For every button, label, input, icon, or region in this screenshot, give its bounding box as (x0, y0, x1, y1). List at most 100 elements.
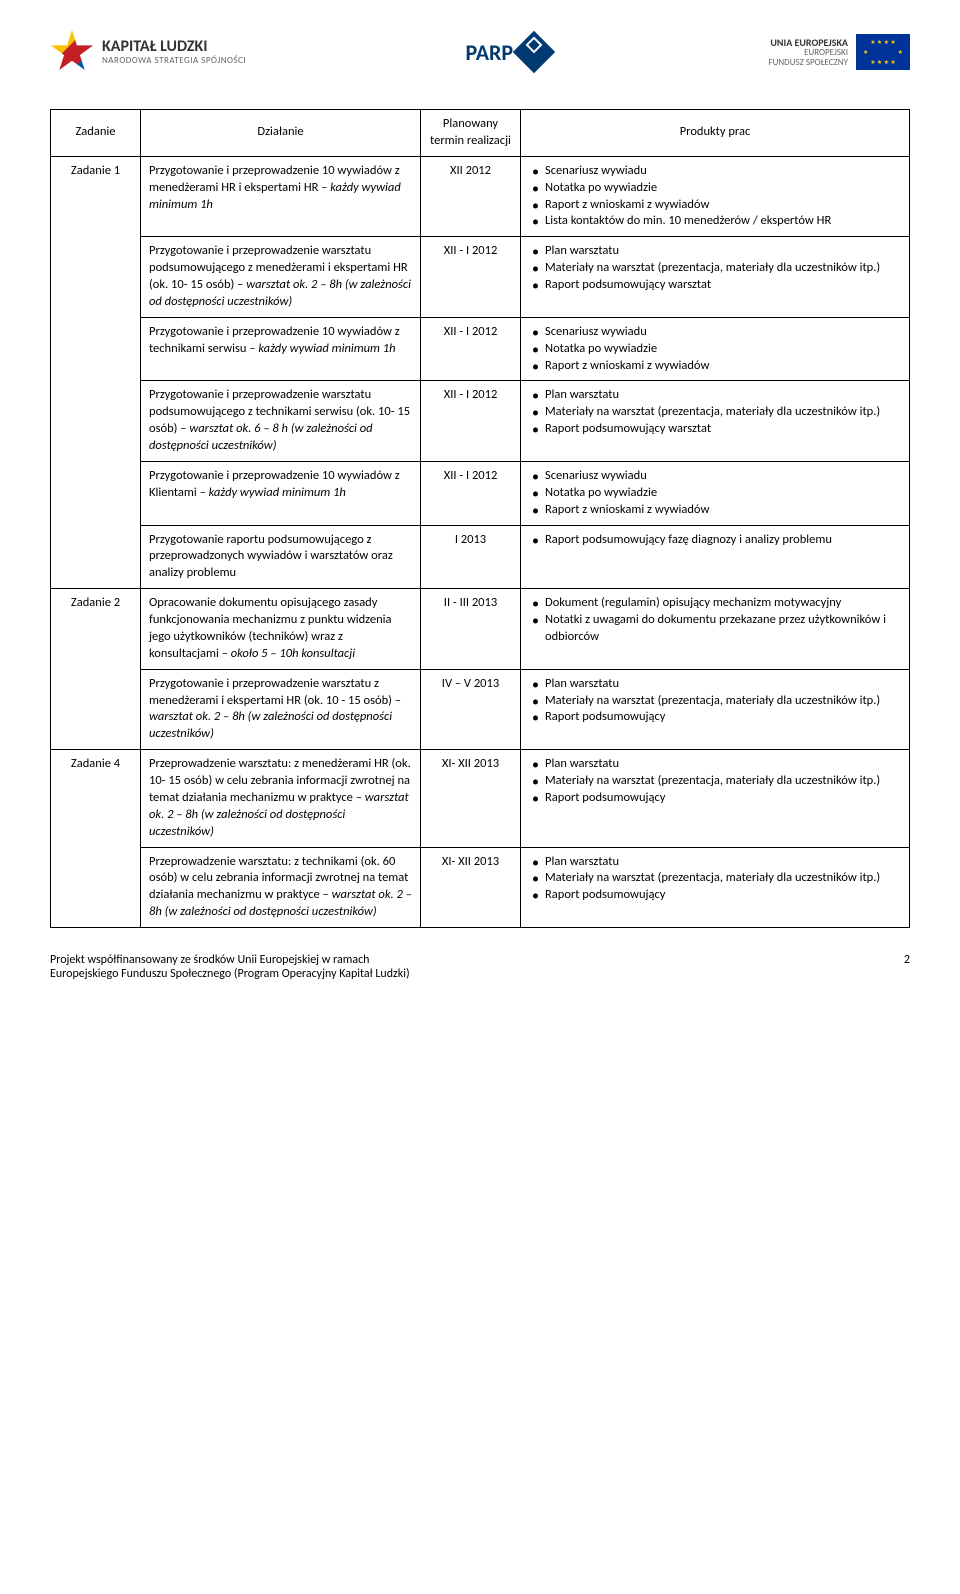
tasks-table: Zadanie Działanie Planowany termin reali… (50, 109, 910, 928)
list-item: Notatki z uwagami do dokumentu przekazan… (529, 612, 901, 646)
footer-line1: Projekt współfinansowany ze środków Unii… (50, 953, 369, 967)
prod-cell: Plan warsztatu Materiały na warsztat (pr… (521, 669, 910, 750)
table-row: Przeprowadzenie warsztatu: z technikami … (51, 847, 910, 928)
prod-cell: Raport podsumowujący fazę diagnozy i ana… (521, 525, 910, 589)
logo-parp: PARP (466, 37, 550, 67)
dzial-cell: Przygotowanie i przeprowadzenie 10 wywia… (141, 156, 421, 237)
termin-cell: XII 2012 (421, 156, 521, 237)
list-item: Scenariusz wywiadu (529, 163, 901, 180)
table-row: Przygotowanie i przeprowadzenie warsztat… (51, 669, 910, 750)
page-number: 2 (904, 953, 910, 981)
eu-flag-icon: ★★ (856, 34, 910, 70)
prod-cell: Scenariusz wywiadu Notatka po wywiadzie … (521, 461, 910, 525)
dzial-text: Przygotowanie i przeprowadzenie warsztat… (149, 676, 401, 708)
termin-cell: XII - I 2012 (421, 237, 521, 318)
table-row: Przygotowanie i przeprowadzenie 10 wywia… (51, 317, 910, 381)
logo-kapital-ludzki: KAPITAŁ LUDZKI NARODOWA STRATEGIA SPÓJNO… (50, 30, 246, 74)
list-item: Materiały na warsztat (prezentacja, mate… (529, 870, 901, 887)
logo-eu: UNIA EUROPEJSKA EUROPEJSKI FUNDUSZ SPOŁE… (768, 34, 910, 70)
termin-cell: I 2013 (421, 525, 521, 589)
list-item: Raport podsumowujący (529, 887, 901, 904)
termin-cell: XII - I 2012 (421, 381, 521, 462)
header-dzialanie: Działanie (141, 110, 421, 157)
list-item: Materiały na warsztat (prezentacja, mate… (529, 404, 901, 421)
zadanie-cell: Zadanie 4 (51, 750, 141, 928)
dzial-text: Przygotowanie i przeprowadzenie 10 wywia… (149, 163, 401, 212)
list-item: Plan warsztatu (529, 756, 901, 773)
termin-cell: XI- XII 2013 (421, 750, 521, 847)
dzial-cell: Przygotowanie raportu podsumowującego z … (141, 525, 421, 589)
eu-sub2: FUNDUSZ SPOŁECZNY (768, 58, 848, 68)
prod-cell: Scenariusz wywiadu Notatka po wywiadzie … (521, 317, 910, 381)
prod-cell: Scenariusz wywiadu Notatka po wywiadzie … (521, 156, 910, 237)
list-item: Scenariusz wywiadu (529, 468, 901, 485)
table-row: Przygotowanie i przeprowadzenie 10 wywia… (51, 461, 910, 525)
list-item: Raport podsumowujący warsztat (529, 277, 901, 294)
table-row: Zadanie 1 Przygotowanie i przeprowadzeni… (51, 156, 910, 237)
prod-cell: Plan warsztatu Materiały na warsztat (pr… (521, 750, 910, 847)
logo-left-sub: NARODOWA STRATEGIA SPÓJNOŚCI (102, 56, 246, 66)
list-item: Notatka po wywiadzie (529, 180, 901, 197)
dzial-italic: około 5 – 10h konsultacji (231, 646, 355, 661)
header-termin: Planowany termin realizacji (421, 110, 521, 157)
termin-cell: XII - I 2012 (421, 317, 521, 381)
dzial-text: Przygotowanie raportu podsumowującego z … (149, 532, 393, 581)
parp-icon (513, 31, 555, 73)
list-item: Raport z wnioskami z wywiadów (529, 197, 901, 214)
termin-cell: XI- XII 2013 (421, 847, 521, 928)
table-row: Zadanie 2 Opracowanie dokumentu opisując… (51, 589, 910, 670)
termin-cell: IV – V 2013 (421, 669, 521, 750)
table-row: Przygotowanie i przeprowadzenie warsztat… (51, 381, 910, 462)
table-row: Zadanie 4 Przeprowadzenie warsztatu: z m… (51, 750, 910, 847)
list-item: Plan warsztatu (529, 243, 901, 260)
list-item: Plan warsztatu (529, 854, 901, 871)
list-item: Materiały na warsztat (prezentacja, mate… (529, 260, 901, 277)
table-row: Przygotowanie i przeprowadzenie warsztat… (51, 237, 910, 318)
dzial-italic: każdy wywiad minimum 1h (209, 485, 346, 500)
dzial-cell: Przygotowanie i przeprowadzenie warsztat… (141, 237, 421, 318)
list-item: Raport z wnioskami z wywiadów (529, 358, 901, 375)
star-icon (50, 30, 94, 74)
list-item: Lista kontaktów do min. 10 menedżerów / … (529, 213, 901, 230)
list-item: Materiały na warsztat (prezentacja, mate… (529, 773, 901, 790)
logo-left-title: KAPITAŁ LUDZKI (102, 38, 246, 56)
list-item: Raport podsumowujący warsztat (529, 421, 901, 438)
list-item: Dokument (regulamin) opisujący mechanizm… (529, 595, 901, 612)
dzial-cell: Przygotowanie i przeprowadzenie 10 wywia… (141, 317, 421, 381)
prod-cell: Dokument (regulamin) opisujący mechanizm… (521, 589, 910, 670)
header-logos: KAPITAŁ LUDZKI NARODOWA STRATEGIA SPÓJNO… (50, 30, 910, 74)
prod-cell: Plan warsztatu Materiały na warsztat (pr… (521, 847, 910, 928)
list-item: Materiały na warsztat (prezentacja, mate… (529, 693, 901, 710)
list-item: Raport podsumowujący (529, 709, 901, 726)
zadanie-cell: Zadanie 2 (51, 589, 141, 750)
table-header-row: Zadanie Działanie Planowany termin reali… (51, 110, 910, 157)
prod-cell: Plan warsztatu Materiały na warsztat (pr… (521, 381, 910, 462)
dzial-cell: Opracowanie dokumentu opisującego zasady… (141, 589, 421, 670)
list-item: Notatka po wywiadzie (529, 485, 901, 502)
list-item: Raport podsumowujący fazę diagnozy i ana… (529, 532, 901, 549)
list-item: Raport z wnioskami z wywiadów (529, 502, 901, 519)
termin-cell: XII - I 2012 (421, 461, 521, 525)
footer-text: Projekt współfinansowany ze środków Unii… (50, 953, 410, 981)
table-row: Przygotowanie raportu podsumowującego z … (51, 525, 910, 589)
footer: Projekt współfinansowany ze środków Unii… (50, 953, 910, 981)
dzial-cell: Przygotowanie i przeprowadzenie warsztat… (141, 381, 421, 462)
prod-cell: Plan warsztatu Materiały na warsztat (pr… (521, 237, 910, 318)
dzial-italic: warsztat ok. 2 – 8h (w zależności od dos… (149, 709, 392, 741)
dzial-italic: każdy wywiad minimum 1h (258, 341, 395, 356)
dzial-cell: Przeprowadzenie warsztatu: z menedżerami… (141, 750, 421, 847)
header-zadanie: Zadanie (51, 110, 141, 157)
dzial-cell: Przygotowanie i przeprowadzenie 10 wywia… (141, 461, 421, 525)
eu-title: UNIA EUROPEJSKA (768, 37, 848, 48)
header-produkty: Produkty prac (521, 110, 910, 157)
list-item: Plan warsztatu (529, 387, 901, 404)
list-item: Plan warsztatu (529, 676, 901, 693)
list-item: Raport podsumowujący (529, 790, 901, 807)
dzial-cell: Przeprowadzenie warsztatu: z technikami … (141, 847, 421, 928)
footer-line2: Europejskiego Funduszu Społecznego (Prog… (50, 967, 410, 981)
parp-text: PARP (466, 39, 514, 66)
list-item: Notatka po wywiadzie (529, 341, 901, 358)
termin-cell: II - III 2013 (421, 589, 521, 670)
zadanie-cell: Zadanie 1 (51, 156, 141, 588)
list-item: Scenariusz wywiadu (529, 324, 901, 341)
